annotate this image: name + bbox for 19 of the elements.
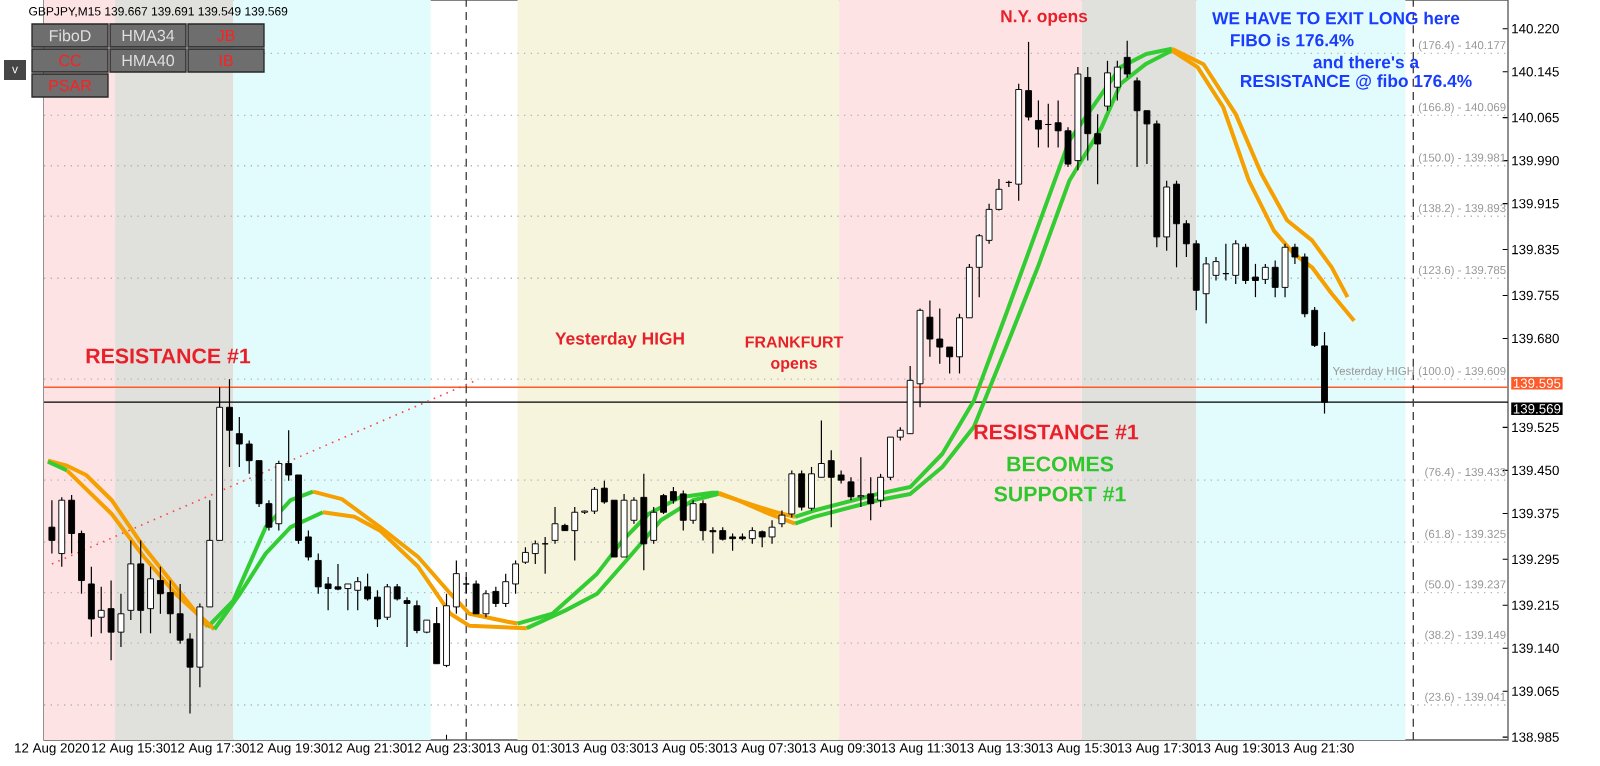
annotation: PSAR [49,79,92,92]
annotation: N.Y. opens [1001,10,1088,26]
annotation: RESISTANCE #1 [974,424,1139,440]
annotation: FRANKFURT [745,336,844,348]
annotation: WE HAVE TO EXIT LONG here [1212,11,1460,25]
annotation: Yesterday HIGH [555,331,684,349]
annotation: FiboD [49,29,91,42]
annotation: and there's a [1313,55,1420,69]
annotation: RESISTANCE @ fibo 176.4% [1241,74,1472,90]
annotation: FIBO is 176.4% [1231,33,1354,47]
annotation: HMA34 [122,29,175,42]
annotation: JB [216,29,235,42]
annotation: SUPPORT #1 [994,486,1126,502]
annotation: BECOMES [1007,456,1114,472]
annotation: opens [771,360,817,372]
annotation: CC [59,54,81,67]
annotation: HMA40 [122,54,175,67]
annotation: IB [219,55,233,67]
annotation: RESISTANCE #1 [86,348,251,364]
